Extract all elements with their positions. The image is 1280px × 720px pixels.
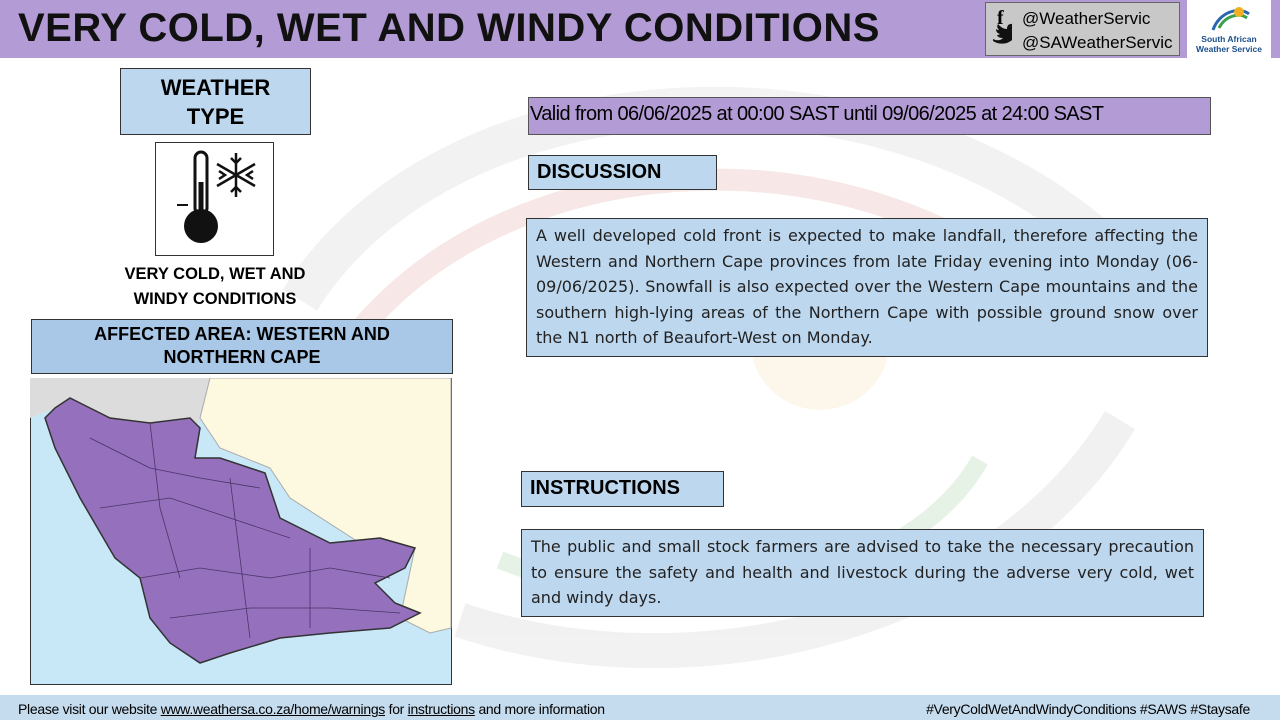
footer-text: for (385, 701, 408, 717)
logo-mark (1211, 7, 1250, 31)
footer-bar (0, 695, 1280, 720)
affected-area: AFFECTED AREA: WESTERN AND NORTHERN CAPE (31, 319, 453, 374)
footer-text: and more information (474, 701, 605, 717)
map (30, 378, 452, 685)
logo: South African Weather Service (1187, 0, 1271, 58)
discussion-text: A well developed cold front is expected … (526, 218, 1208, 357)
instructions-text: The public and small stock farmers are a… (521, 529, 1204, 617)
footer-text: Please visit our website (18, 701, 161, 717)
social-handle: @SAWeatherServic (1022, 33, 1173, 52)
social-box: f @WeatherServic @SAWeatherServic (985, 2, 1180, 56)
weather-type-label: VERY COLD, WET AND WINDY CONDITIONS (124, 265, 306, 308)
social-icons: f (993, 7, 1012, 44)
logo-line: South African (1201, 34, 1257, 44)
instructions-heading: INSTRUCTIONS (521, 471, 724, 507)
footer-note: Please visit our website www.weathersa.c… (18, 701, 605, 717)
weather-icon (155, 142, 274, 256)
website-link[interactable]: www.weathersa.co.za/home/warnings (160, 701, 386, 717)
logo-line: Weather Service (1196, 44, 1262, 54)
weather-type-heading: WEATHER TYPE (120, 68, 311, 135)
page-title: VERY COLD, WET AND WINDY CONDITIONS (18, 6, 880, 50)
discussion-heading: DISCUSSION (528, 155, 717, 190)
social-handle: @WeatherServic (1022, 9, 1151, 28)
svg-text:f: f (997, 7, 1004, 29)
instructions-link[interactable]: instructions (407, 701, 476, 717)
hashtags: #VeryColdWetAndWindyConditions #SAWS #St… (926, 701, 1250, 717)
validity: Valid from 06/06/2025 at 00:00 SAST unti… (528, 97, 1211, 135)
logo-text: South African Weather Service (1187, 34, 1271, 54)
